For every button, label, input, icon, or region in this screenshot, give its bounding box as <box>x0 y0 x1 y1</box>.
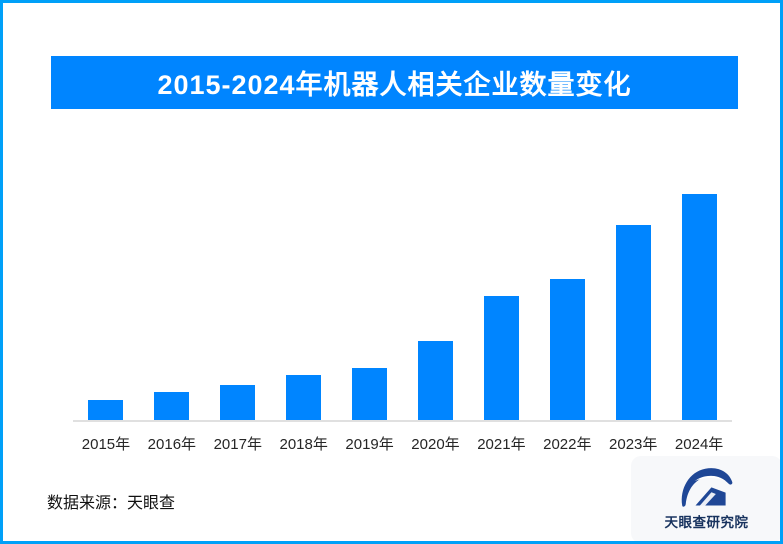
bar-chart: 2015年 2016年 2017年 2018年 2019年 2020年 2021年 2022年… <box>73 194 732 454</box>
bar-2021年 <box>483 296 519 420</box>
bar-slot <box>600 194 666 420</box>
bar-2019年 <box>352 368 388 420</box>
bar-slot <box>534 194 600 420</box>
bar-slot <box>139 194 205 420</box>
x-tick-label: 2023年 <box>609 436 658 453</box>
bar-2022年 <box>549 279 585 420</box>
x-tick-label: 2018年 <box>279 436 328 453</box>
x-tick-label: 2020年 <box>411 436 460 453</box>
bar-2018年 <box>286 375 322 420</box>
brand-name: 天眼查研究院 <box>664 515 749 530</box>
x-tick-label: 2024年 <box>674 436 724 453</box>
brand-card: 天眼查研究院 <box>631 456 780 541</box>
x-tick-label: 2021年 <box>477 436 526 453</box>
bar-2016年 <box>154 392 190 420</box>
tianyancha-logo-icon <box>681 468 732 507</box>
title-banner: 2015-2024年机器人相关企业数量变化 <box>51 56 738 109</box>
bar-slot <box>666 194 732 420</box>
bar-slot <box>73 194 139 420</box>
bar-slot <box>271 194 337 420</box>
x-axis-labels: 2015年 2016年 2017年 2018年 2019年 2020年 2021年 2022年… <box>73 433 732 454</box>
bar-2023年 <box>615 225 651 420</box>
bar-group <box>73 194 732 420</box>
chart-title: 2015-2024年机器人相关企业数量变化 <box>157 70 632 100</box>
x-tick-label: 2015年 <box>81 436 131 453</box>
data-source-note: 数据来源：天眼查 <box>47 495 176 512</box>
bar-slot <box>337 194 403 420</box>
bar-2020年 <box>417 341 453 420</box>
bar-2024年 <box>681 194 717 420</box>
x-tick-label: 2019年 <box>345 436 394 453</box>
bar-slot <box>468 194 534 420</box>
bar-slot <box>205 194 271 420</box>
x-tick-label: 2017年 <box>213 436 262 453</box>
x-tick-label: 2022年 <box>543 436 592 453</box>
x-axis-line <box>73 420 732 422</box>
bar-slot <box>403 194 469 420</box>
x-tick-label: 2016年 <box>147 436 197 453</box>
bar-2015年 <box>88 400 124 420</box>
bar-2017年 <box>220 385 256 420</box>
